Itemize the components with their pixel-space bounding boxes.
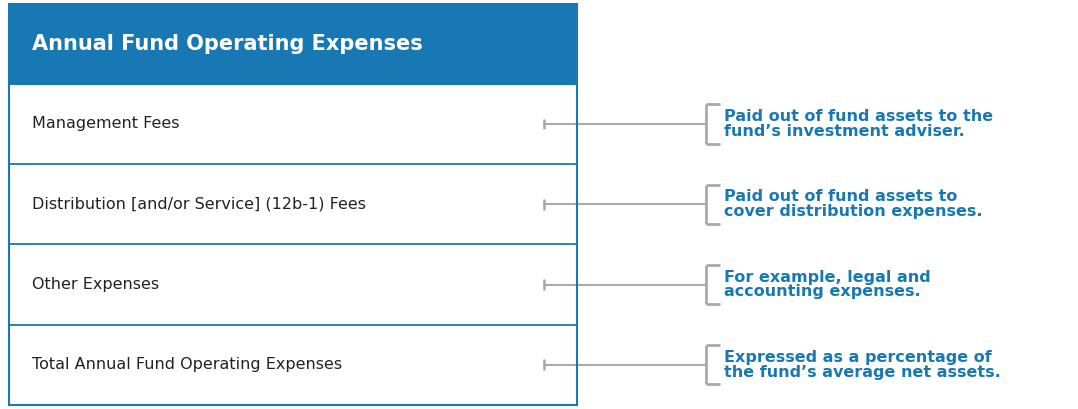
Text: Paid out of fund assets to the: Paid out of fund assets to the — [724, 109, 994, 124]
Text: cover distribution expenses.: cover distribution expenses. — [724, 204, 983, 219]
Bar — [9, 245, 577, 325]
Bar — [9, 164, 577, 245]
Text: Total Annual Fund Operating Expenses: Total Annual Fund Operating Expenses — [32, 357, 343, 372]
Text: the fund’s average net assets.: the fund’s average net assets. — [724, 365, 1001, 380]
Bar — [9, 4, 577, 84]
Text: Expressed as a percentage of: Expressed as a percentage of — [724, 350, 992, 365]
Text: accounting expenses.: accounting expenses. — [724, 284, 921, 299]
Bar — [9, 325, 577, 405]
Text: For example, legal and: For example, legal and — [724, 270, 931, 285]
Text: fund’s investment adviser.: fund’s investment adviser. — [724, 124, 965, 139]
Text: Distribution [and/or Service] (12b-1) Fees: Distribution [and/or Service] (12b-1) Fe… — [32, 197, 367, 212]
Text: Annual Fund Operating Expenses: Annual Fund Operating Expenses — [32, 34, 423, 54]
Text: Paid out of fund assets to: Paid out of fund assets to — [724, 189, 957, 204]
Text: Other Expenses: Other Expenses — [32, 277, 160, 292]
Bar — [9, 84, 577, 164]
Text: Management Fees: Management Fees — [32, 117, 180, 131]
